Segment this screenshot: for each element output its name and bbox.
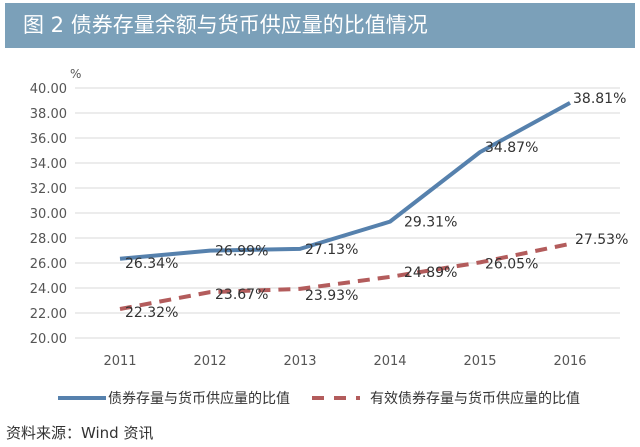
data-label: 26.99%: [215, 244, 268, 260]
data-label: 22.32%: [125, 305, 178, 321]
y-tick-label: 38.00: [30, 107, 67, 122]
legend-label: 债券存量与货币供应量的比值: [108, 391, 290, 407]
legend: 债券存量与货币供应量的比值 有效债券存量与货币供应量的比值: [58, 388, 602, 408]
y-tick-label: 28.00: [30, 232, 67, 247]
data-label: 26.34%: [125, 256, 178, 272]
data-label: 38.81%: [573, 91, 626, 107]
data-label: 27.53%: [575, 232, 628, 248]
y-axis-unit: %: [70, 67, 81, 81]
legend-item-series-1: 债券存量与货币供应量的比值: [58, 388, 290, 408]
y-tick-label: 30.00: [30, 207, 67, 222]
source-note: 资料来源：Wind 资讯: [6, 424, 154, 442]
data-label: 29.31%: [404, 215, 457, 231]
x-tick-label: 2011: [103, 354, 136, 369]
data-label: 27.13%: [305, 242, 358, 258]
data-label: 23.67%: [215, 287, 268, 303]
data-label: 34.87%: [485, 140, 538, 156]
series-line-1: [119, 101, 571, 261]
y-tick-label: 32.00: [30, 182, 67, 197]
y-tick-label: 36.00: [30, 132, 67, 147]
data-label: 23.93%: [305, 288, 358, 304]
x-tick-label: 2012: [193, 354, 226, 369]
x-tick-label: 2015: [463, 354, 496, 369]
data-label: 26.05%: [485, 256, 538, 272]
y-tick-label: 34.00: [30, 157, 67, 172]
y-tick-label: 24.00: [30, 282, 67, 297]
y-tick-label: 40.00: [30, 82, 67, 97]
legend-swatch-dashed: [312, 396, 360, 400]
y-tick-label: 20.00: [30, 332, 67, 347]
x-tick-label: 2016: [553, 354, 586, 369]
data-label: 24.89%: [404, 265, 457, 281]
figure-title: 图 2 债券存量余额与货币供应量的比值情况: [5, 3, 635, 48]
x-tick-label: 2013: [283, 354, 316, 369]
series-line-2: [119, 241, 571, 311]
legend-item-series-2: 有效债券存量与货币供应量的比值: [312, 388, 580, 408]
legend-label: 有效债券存量与货币供应量的比值: [370, 391, 580, 407]
y-tick-label: 22.00: [30, 307, 67, 322]
legend-swatch-solid: [58, 396, 106, 400]
y-tick-label: 26.00: [30, 257, 67, 272]
x-tick-label: 2014: [373, 354, 406, 369]
